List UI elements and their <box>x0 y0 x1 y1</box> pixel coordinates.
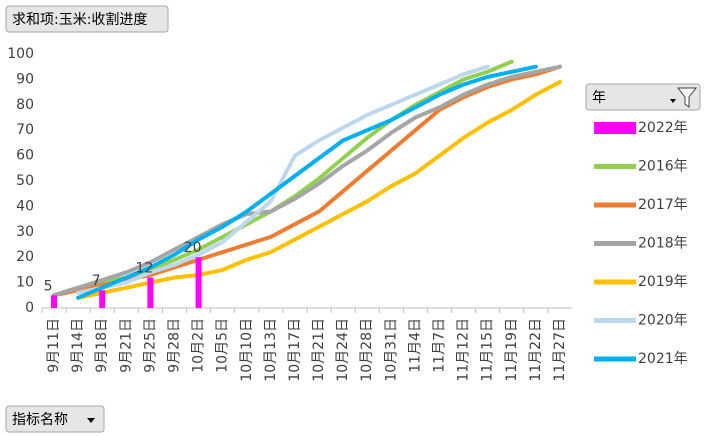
legend-field-button[interactable]: 年 <box>585 83 701 111</box>
series-line <box>52 64 562 298</box>
y-tick-label: 20 <box>16 249 34 265</box>
x-tick-label: 9月25日 <box>142 318 158 373</box>
bar <box>99 290 106 308</box>
x-tick-label: 11月12日 <box>456 318 472 382</box>
x-tick-label: 9月21日 <box>118 318 134 373</box>
x-tick-label: 9月14日 <box>70 318 86 373</box>
data-label: 5 <box>44 278 53 294</box>
x-tick-label: 10月31日 <box>383 318 399 382</box>
bar <box>195 257 202 308</box>
y-tick-label: 0 <box>25 300 34 316</box>
legend-label: 2020年 <box>638 313 688 329</box>
x-tick-label: 9月11日 <box>46 318 62 373</box>
x-tick-label: 10月24日 <box>335 318 351 382</box>
legend-label: 2021年 <box>638 351 688 367</box>
data-label: 20 <box>184 240 202 256</box>
x-tick-label: 11月19日 <box>504 318 520 382</box>
value-field-button[interactable]: 求和项:玉米:收割进度 <box>5 5 169 33</box>
series-line <box>76 79 562 300</box>
y-tick-label: 50 <box>16 173 34 189</box>
data-label: 12 <box>135 261 153 277</box>
x-tick-label: 10月28日 <box>359 318 375 382</box>
series-line <box>76 64 490 295</box>
legend-swatch <box>594 122 636 134</box>
legend-label: 2017年 <box>638 197 688 213</box>
filter-icon <box>676 87 698 108</box>
legend-field-label: 年 <box>592 90 606 106</box>
y-tick-label: 60 <box>16 148 34 164</box>
x-tick-label: 10月2日 <box>191 318 207 373</box>
x-tick-label: 10月5日 <box>215 318 231 373</box>
x-tick-label: 10月13日 <box>263 318 279 382</box>
dropdown-arrow <box>87 418 95 423</box>
legend-label: 2018年 <box>638 236 688 252</box>
x-tick-label: 11月27日 <box>552 318 568 382</box>
x-tick-label: 10月17日 <box>287 318 303 382</box>
legend-label: 2016年 <box>638 159 688 175</box>
x-tick-label: 9月18日 <box>94 318 110 373</box>
y-tick-label: 70 <box>16 122 34 138</box>
y-tick-label: 30 <box>16 224 34 240</box>
y-tick-label: 90 <box>16 71 34 87</box>
x-tick-label: 10月10日 <box>239 318 255 382</box>
x-tick-label: 9月28日 <box>167 318 183 373</box>
y-tick-label: 80 <box>16 97 34 113</box>
data-label: 7 <box>92 273 101 289</box>
x-tick-label: 10月21日 <box>311 318 327 382</box>
y-tick-label: 100 <box>7 46 34 62</box>
x-tick-label: 11月15日 <box>480 318 496 382</box>
y-tick-label: 40 <box>16 198 34 214</box>
x-tick-label: 11月4日 <box>407 318 423 373</box>
legend-label: 2022年 <box>638 120 688 136</box>
series-line <box>76 64 538 300</box>
x-tick-label: 11月22日 <box>528 318 544 382</box>
value-field-label: 求和项:玉米:收割进度 <box>12 11 147 28</box>
series-line <box>52 64 562 298</box>
legend-label: 2019年 <box>638 274 688 290</box>
bar <box>147 277 154 308</box>
bar <box>51 295 58 308</box>
y-tick-label: 10 <box>16 275 34 291</box>
axis-field-label: 指标名称 <box>12 412 68 428</box>
x-tick-label: 11月7日 <box>432 318 448 373</box>
axis-field-button[interactable]: 指标名称 <box>5 405 105 433</box>
dropdown-arrow <box>670 99 676 103</box>
